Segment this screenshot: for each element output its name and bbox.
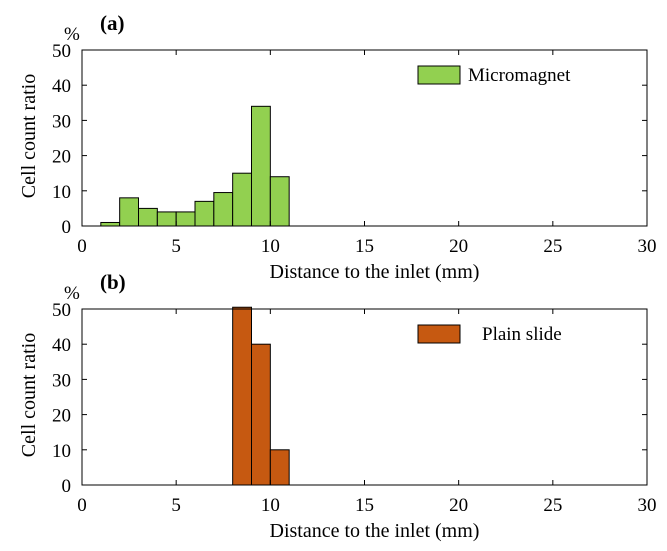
legend-label: Plain slide: [482, 324, 562, 345]
x-tick-label: 25: [543, 236, 562, 257]
unit-label: %: [64, 24, 80, 45]
panel-a: 0 5 10 15 20 25 30 0 10 20 30 40 50 Distance to the i…: [18, 11, 657, 283]
histogram-bar: [194, 200, 215, 227]
x-tick-label: 30: [638, 236, 657, 257]
x-tick-label: 20: [449, 495, 468, 516]
y-tick-label: 0: [62, 217, 72, 238]
y-tick-label: 50: [52, 41, 71, 62]
plot-frame: [81, 308, 648, 486]
histogram-bar: [138, 207, 158, 227]
y-tick-label: 50: [52, 300, 71, 321]
legend-swatch: [417, 65, 461, 85]
legend-swatch: [417, 324, 461, 344]
legend-label: Micromagnet: [468, 65, 571, 86]
histogram-bar: [119, 197, 139, 227]
x-tick-label: 0: [77, 495, 87, 516]
histogram-bar: [100, 221, 121, 227]
unit-label: %: [64, 283, 80, 304]
y-axis-label: Cell count ratio: [18, 74, 40, 198]
y-tick-label: 0: [62, 476, 72, 497]
panel-b: 0 5 10 15 20 25 30 0 10 20 30 40 50 Distance to the i…: [18, 270, 657, 542]
panel-label: (a): [100, 11, 125, 35]
histogram-bar: [251, 105, 271, 227]
y-tick-label: 10: [52, 182, 71, 203]
y-tick-label: 10: [52, 441, 71, 462]
histogram-bar: [213, 192, 234, 227]
histogram-bar: [232, 306, 253, 486]
x-tick-label: 25: [543, 495, 562, 516]
histogram-bar: [251, 343, 271, 486]
x-tick-label: 15: [355, 495, 374, 516]
x-tick-label: 20: [449, 236, 468, 257]
x-axis-label: Distance to the inlet (mm): [270, 520, 480, 542]
x-tick-label: 5: [171, 495, 181, 516]
y-tick-label: 30: [52, 111, 71, 132]
y-axis-label: Cell count ratio: [18, 333, 40, 457]
x-tick-label: 10: [261, 236, 280, 257]
y-tick-label: 40: [52, 335, 71, 356]
histogram-bar: [269, 176, 290, 227]
y-tick-label: 40: [52, 76, 71, 97]
histogram-bar: [269, 449, 290, 486]
x-tick-label: 5: [171, 236, 181, 257]
y-tick-label: 20: [52, 406, 71, 427]
panel-label: (b): [100, 270, 126, 294]
x-axis-label: Distance to the inlet (mm): [270, 261, 480, 283]
x-tick-label: 10: [261, 495, 280, 516]
histogram-bar: [156, 211, 177, 227]
x-tick-label: 0: [77, 236, 87, 257]
x-tick-label: 30: [638, 495, 657, 516]
histogram-bar: [232, 172, 253, 227]
y-tick-label: 30: [52, 370, 71, 391]
histogram-bar: [175, 211, 196, 227]
y-tick-label: 20: [52, 147, 71, 168]
x-tick-label: 15: [355, 236, 374, 257]
